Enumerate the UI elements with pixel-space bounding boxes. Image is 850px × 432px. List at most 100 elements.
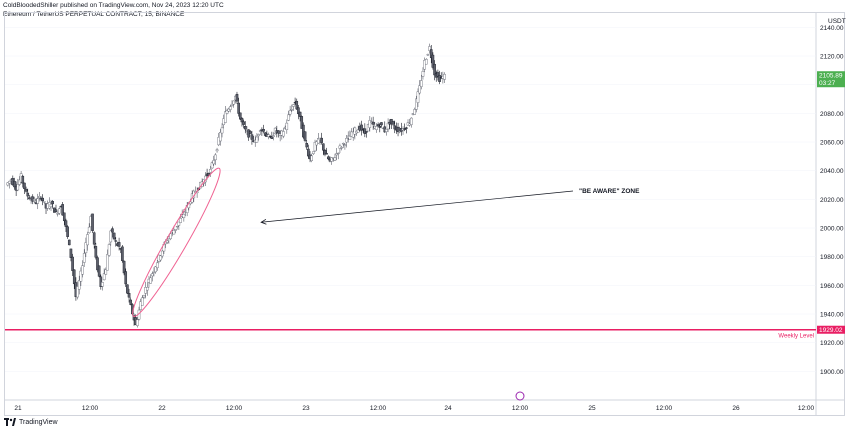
candle-body [51,201,54,205]
zone-ellipse [132,167,221,317]
candle-body [327,156,330,160]
candle-body [235,93,239,102]
candle-body [149,277,152,284]
candle-body [396,127,400,133]
candle-body [428,46,431,51]
y-tick-label: 1980.00 [820,254,844,261]
candle-body [345,138,348,143]
candle-body [84,242,88,254]
y-tick-label: 2140.00 [820,25,844,32]
x-tick-label: 26 [732,405,740,412]
candle-body [242,121,245,125]
candle-body [240,118,244,123]
candle-body [375,126,378,130]
brand-name: TradingView [19,418,58,426]
x-tick-label: 23 [302,405,310,412]
candle-body [398,131,402,133]
candle-body [107,244,111,256]
candle-body [97,265,101,277]
candle-body [237,102,240,114]
candle-body [325,153,328,155]
candle-body [272,135,275,137]
candle-body [111,228,114,233]
candle-body [443,74,446,80]
candle-body [126,284,129,294]
candle-body [102,273,106,281]
y-tick-label: 1900.00 [820,369,844,376]
candle-body [258,130,262,132]
candle-body [360,124,363,131]
level-price-badge [817,325,845,334]
candle-body [386,122,390,130]
candle-body [124,271,128,285]
candle-body [310,155,314,161]
candle-body [160,250,164,257]
candle-body [313,142,317,152]
candle-body [416,91,420,103]
candle-body [101,282,104,287]
candle-body [295,100,299,110]
x-tick-label: 12:00 [656,405,673,412]
candle-body [255,136,259,143]
candle-body [248,131,252,134]
candle-body [336,152,340,155]
candle-body [433,63,436,76]
candle-body [79,270,83,282]
candle-body [323,150,327,155]
candle-body [302,124,305,138]
candle-body [159,255,162,261]
candle-body [436,72,440,77]
candle-body [303,131,307,141]
candle-body [348,136,352,140]
annotation-arrow-line [261,190,574,223]
currency-label: USDT [828,18,846,25]
candle-body [227,108,230,112]
x-tick-label: 12:00 [512,405,529,412]
candle-body [155,262,159,269]
candle-body [154,266,157,273]
candle-body [297,107,300,115]
candle-body [210,162,214,169]
candle-body [169,233,172,240]
candle-body [8,180,11,184]
candle-body [322,143,325,151]
candle-body [356,129,360,133]
candle-body [21,175,25,184]
candle-body [371,121,375,125]
candle-body [403,128,406,130]
candle-body [179,218,182,223]
candle-body [220,127,224,134]
candle-body [36,198,40,204]
candle-body [365,131,368,133]
candle-body [54,209,58,212]
candle-body [76,286,79,298]
candle-body [315,141,318,146]
candle-body [92,232,96,245]
x-tick-label: 21 [14,405,22,412]
current-price-badge [817,71,845,88]
countdown-label: 03:27 [819,80,836,87]
candle-body [378,126,382,128]
candle-body [141,297,144,306]
candle-body [317,138,320,144]
candle-body [423,60,426,70]
candle-body [49,203,53,208]
weekly-level-label: Weekly Level [778,334,814,340]
candle-body [431,54,435,68]
candle-body [174,229,177,231]
current-price-label: 2105.89 [819,73,843,80]
candle-body [82,253,86,263]
candle-body [391,121,395,125]
candle-body [418,85,421,94]
candle-body [129,299,133,305]
candle-body [270,136,274,139]
candle-body [307,148,310,157]
x-tick-label: 12:00 [82,405,99,412]
candle-body [277,130,280,134]
candle-body [33,199,36,201]
candle-body [219,132,222,142]
candle-body [385,129,388,132]
y-tick-label: 1960.00 [820,283,844,290]
candle-body [106,254,109,271]
